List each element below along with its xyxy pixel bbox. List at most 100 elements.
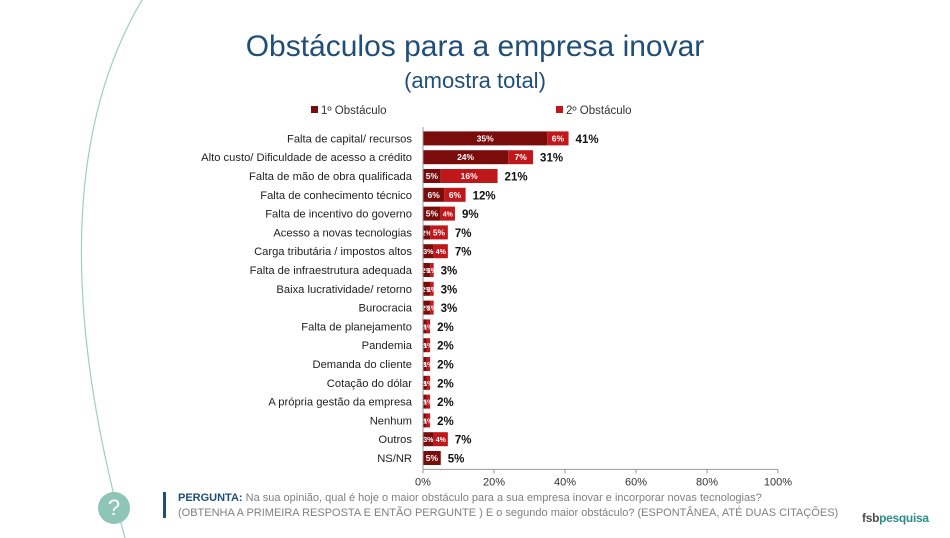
bar-value-label: 4% (443, 212, 454, 219)
logo-part-pesquisa: pesquisa (879, 511, 929, 525)
category-label: Falta de planejamento (301, 321, 412, 333)
question-note: (OBTENHA A PRIMEIRA RESPOSTA E ENTÃO PER… (178, 507, 839, 519)
bar-value-label: 1% (420, 324, 431, 331)
bar-value-label: 3% (423, 249, 434, 256)
bar-total-label: 5% (448, 454, 465, 466)
bar-value-label: 1% (423, 400, 434, 407)
bar-segment (426, 338, 431, 353)
bar-value-label: 2% (421, 268, 432, 275)
bar-segment (430, 281, 434, 296)
bar-segment (430, 225, 448, 240)
bar-total-label: 41% (576, 134, 599, 146)
bar-total-label: 2% (437, 360, 454, 372)
bar-value-label: 1% (423, 418, 434, 425)
x-axis: 0% 20% 40% 60% 80% 100% (415, 127, 792, 488)
bar-value-label: 1% (423, 381, 434, 388)
bar-segment (423, 394, 427, 409)
x-tick-label: 100% (764, 476, 792, 488)
bar-value-label: 1% (420, 418, 431, 425)
bar-total-label: 12% (473, 190, 496, 202)
category-label: Falta de incentivo do governo (265, 209, 412, 221)
x-tick-label: 60% (625, 476, 647, 488)
category-label: A própria gestão da empresa (268, 397, 412, 409)
legend: 1º Obstáculo 2º Obstáculo (311, 105, 632, 117)
bar-total-label: 31% (540, 153, 563, 165)
bar-value-label: 6% (428, 190, 441, 200)
bar-segment (423, 169, 441, 183)
bar-segment (423, 451, 441, 465)
bar-segment (423, 225, 431, 240)
bar-value-label: 6% (552, 133, 565, 143)
bar-segment (426, 394, 431, 409)
bar-segment (508, 150, 534, 165)
bar-segment (440, 169, 498, 183)
category-label: Pandemia (362, 340, 413, 352)
bar-segment (423, 281, 431, 296)
bar-segment (423, 263, 431, 277)
legend-swatch (556, 106, 563, 113)
bar-segment (433, 432, 448, 447)
category-labels: Falta de capital/ recursos Alto custo/ Di… (201, 133, 413, 465)
bar-value-label: 5% (433, 227, 446, 237)
bar-value-label: 1% (423, 324, 434, 331)
bar-segment (423, 131, 548, 146)
survey-question: PERGUNTA: Na sua opinião, qual é hoje o … (178, 491, 838, 521)
x-tick-label: 80% (696, 476, 718, 488)
bar-segment (430, 300, 434, 315)
category-label: Demanda do cliente (312, 359, 412, 371)
bar-value-label: 4% (436, 249, 447, 256)
bar-value-label: 1% (420, 343, 431, 350)
bar-segment (426, 413, 431, 428)
bar-total-label: 9% (462, 209, 479, 221)
legend-label: 2º Obstáculo (566, 105, 632, 117)
question-text: Na sua opinião, qual é hoje o maior obst… (245, 492, 762, 504)
footer-divider (163, 492, 166, 518)
bar-value-label: 1% (423, 343, 434, 350)
bar-value-label: 4% (436, 437, 447, 444)
bar-segment (426, 375, 431, 390)
bar-segment (423, 357, 427, 371)
bar-value-label: 5% (426, 209, 439, 219)
bar-segment (423, 300, 431, 315)
bar-total-label: 2% (437, 416, 454, 428)
question-label: PERGUNTA: (178, 492, 243, 504)
bar-value-label: 5% (426, 453, 439, 463)
bar-segment (440, 206, 455, 221)
chart-title: Obstáculos para a empresa inovar (245, 30, 705, 63)
bar-segment (423, 206, 441, 221)
bar-value-label: 1% (423, 362, 434, 369)
bar-total-label: 2% (437, 397, 454, 409)
category-label: Acesso a novas tecnologias (273, 227, 412, 239)
category-label: Falta de mão de obra qualificada (249, 171, 413, 183)
category-label: Alto custo/ Dificuldade de acesso a créd… (201, 152, 412, 164)
bar-total-label: 2% (437, 341, 454, 353)
bar-total-label: 3% (441, 284, 458, 296)
bar-value-label: 7% (514, 152, 527, 162)
legend-swatch (311, 106, 318, 113)
bar-value-label: 35% (477, 133, 494, 143)
bar-total-label: 2% (437, 322, 454, 334)
bar-value-label: 24% (457, 152, 474, 162)
category-label: Falta de conhecimento técnico (260, 190, 412, 202)
bar-value-label: 2% (421, 306, 432, 313)
bar-total-label: 21% (505, 172, 528, 184)
bar-total-label: 3% (441, 266, 458, 278)
category-label: Baixa lucratividade/ retorno (276, 284, 412, 296)
bar-segment (423, 244, 434, 259)
category-label: Falta de infraestrutura adequada (250, 265, 413, 277)
bar-value-label: 2% (421, 287, 432, 294)
category-label: Burocracia (359, 303, 413, 315)
bar-total-label: 7% (455, 247, 472, 259)
category-label: Carga tributária / impostos altos (254, 246, 412, 258)
question-icon: ? (98, 492, 130, 524)
category-label: Falta de capital/ recursos (287, 133, 412, 145)
bar-value-label: 2% (421, 230, 432, 237)
bar-segment (423, 432, 434, 447)
bar-segment (426, 357, 431, 371)
bar-segment (423, 375, 427, 390)
bar-value-label: 3% (423, 437, 434, 444)
bar-segment (444, 187, 466, 202)
category-label: NS/NR (377, 453, 412, 465)
